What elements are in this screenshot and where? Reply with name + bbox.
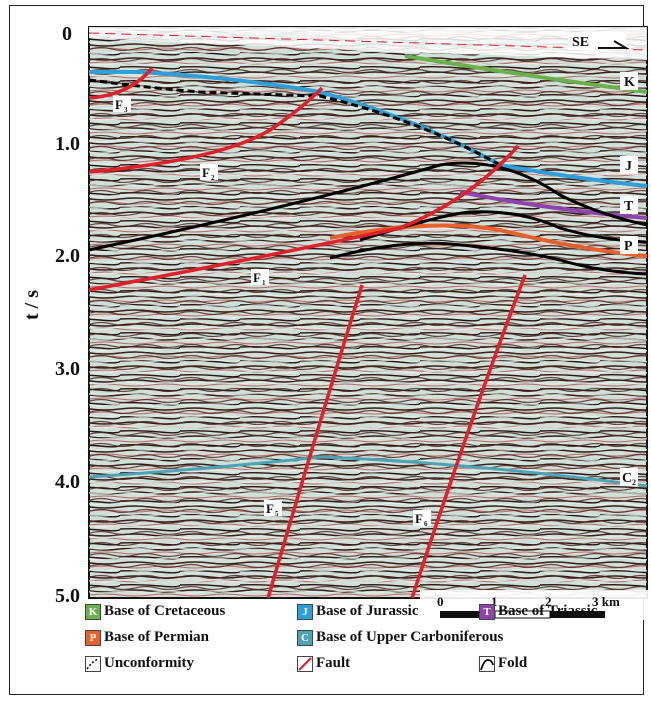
y-tick-label: 3.0 [55,358,80,380]
y-axis-label: t / s [21,290,43,320]
y-tick-label: 5.0 [55,585,80,607]
y-tick-label: 0 [62,23,72,45]
legend-item-triassic: T Base of Triassic [479,603,597,620]
direction-arrow [598,40,630,49]
legend-item-cretaceous: K Base of Cretaceous [85,603,225,620]
svg-text:5: 5 [275,510,279,518]
fault-f1 [88,144,520,292]
scale-tick-1: 1 [491,594,498,609]
horizon-label-t: T [624,199,634,214]
unconformity-line [88,78,501,167]
scale-bar: 0 1 2 3 km [420,590,650,620]
fault-label-f3: F [115,97,123,112]
svg-text:1: 1 [262,279,266,287]
horizon-label-k: K [624,75,635,90]
fold-line [359,210,648,244]
scale-tick-2: 2 [545,594,552,609]
fold-line [329,241,648,276]
horizon-label-c2: C [622,471,632,486]
swatch-j: J [297,603,313,620]
direction-indicator: SE [568,32,630,50]
fault-icon [297,655,313,672]
unconformity-icon [85,655,101,672]
fault-f3 [88,66,154,100]
legend-item-permian: P Base of Permian [85,629,209,646]
y-tick-label: 2.0 [55,245,80,267]
fold-icon [479,655,495,672]
horizon-label-j: J [625,159,632,174]
fault-f6 [410,274,527,599]
sea-bottom-line [88,32,648,51]
fault-label-f6: F [415,511,423,526]
direction-label: SE [572,35,589,50]
swatch-k: K [85,603,101,620]
fold-line [88,161,648,252]
svg-text:6: 6 [424,520,428,528]
legend-item-fold: Fold [479,655,527,672]
legend-item-carboniferous: C Base of Upper Carboniferous [297,629,503,646]
swatch-c: C [297,629,313,646]
fault-label-f2: F [202,165,210,180]
legend: K Base of Cretaceous J Base of Jurassic … [85,603,645,699]
svg-text:3: 3 [124,106,128,114]
fault-label-f1: F [253,270,261,285]
legend-item-unconformity: Unconformity [85,655,194,672]
swatch-t: T [479,603,495,620]
fault-f5 [266,284,364,599]
swatch-p: P [85,629,101,646]
horizon-k [404,54,648,94]
fault-f2 [88,86,324,174]
horizon-label-p: P [624,239,633,254]
horizon-j [89,70,648,188]
y-axis: 0 1.0 2.0 3.0 4.0 5.0 [55,23,80,607]
y-tick-label: 4.0 [55,471,80,493]
horizon-p [329,223,648,258]
svg-text:2: 2 [211,174,215,182]
legend-item-jurassic: J Base of Jurassic [297,603,419,620]
seismic-texture [89,27,647,598]
svg-text:2: 2 [632,478,636,487]
scale-tick-0: 0 [437,594,444,609]
y-tick-label: 1.0 [55,133,80,155]
horizon-t [459,190,648,220]
legend-item-fault: Fault [297,655,350,672]
scale-tick-3: 3 km [592,594,620,609]
horizon-c2 [88,455,648,488]
water-column [89,27,647,60]
fault-label-f5: F [266,501,274,516]
